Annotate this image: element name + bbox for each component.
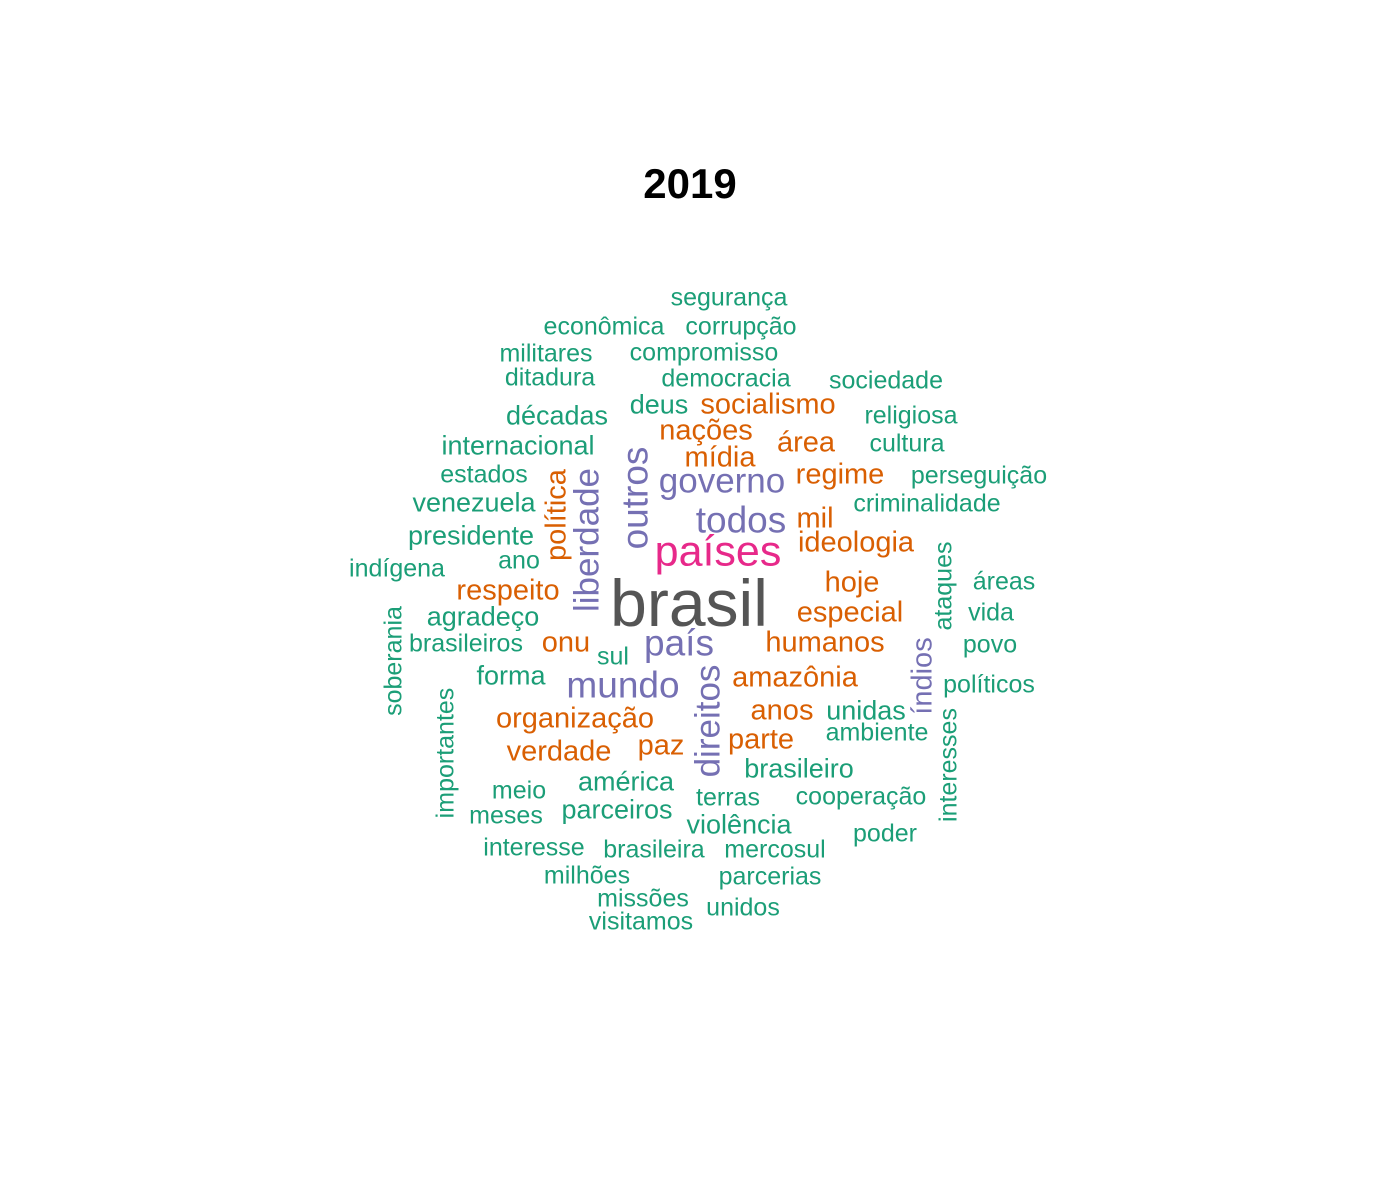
word-parceiros: parceiros [561, 794, 673, 825]
word-interesse: interesse [483, 833, 585, 862]
word-meio: meio [491, 776, 547, 805]
word-pais: país [644, 622, 714, 664]
word-regime: regime [795, 458, 885, 491]
word-outros: outros [614, 446, 656, 550]
word-sul: sul [597, 642, 629, 671]
word-perseguicao: perseguição [910, 461, 1048, 490]
word-deus: deus [629, 389, 689, 420]
word-missoes: missões [597, 884, 689, 913]
word-internacional: internacional [441, 430, 595, 461]
word-militares: militares [499, 339, 593, 368]
word-direitos: direitos [688, 664, 728, 778]
word-anos: anos [750, 694, 814, 727]
word-todos: todos [695, 499, 787, 541]
word-paz: paz [637, 729, 685, 762]
word-meses: meses [469, 801, 543, 830]
word-america: américa [577, 766, 675, 797]
word-violencia: violência [686, 809, 792, 840]
word-onu: onu [541, 626, 591, 659]
word-mercosul: mercosul [724, 835, 826, 864]
word-cooperacao: cooperação [795, 782, 927, 811]
word-visitamos: visitamos [588, 907, 694, 936]
word-paises: países [654, 527, 782, 576]
word-economica: econômica [543, 312, 665, 341]
word-venezuela: venezuela [412, 487, 536, 518]
word-estados: estados [440, 460, 528, 489]
word-ano: ano [498, 546, 540, 575]
word-vida: vida [968, 598, 1014, 627]
word-soberania: soberania [379, 606, 408, 716]
word-sociedade: sociedade [829, 366, 943, 395]
word-politicos: políticos [943, 670, 1035, 699]
word-ditadura: ditadura [504, 363, 596, 392]
word-area: área [776, 426, 836, 459]
word-democracia: democracia [661, 364, 791, 393]
word-milhoes: milhões [543, 861, 631, 890]
word-ambiente: ambiente [825, 718, 929, 747]
word-povo: povo [962, 630, 1018, 659]
word-poder: poder [853, 819, 917, 848]
word-hoje: hoje [824, 566, 880, 599]
word-corrupcao: corrupção [685, 312, 797, 341]
word-governo: governo [658, 461, 786, 501]
word-agradeco: agradeço [426, 601, 540, 632]
word-socialismo: socialismo [700, 388, 836, 421]
chart-title: 2019 [643, 160, 737, 207]
word-religiosa: religiosa [864, 401, 958, 430]
word-organizacao: organização [496, 702, 654, 735]
word-midia: mídia [684, 441, 756, 474]
word-mil: mil [796, 502, 834, 535]
word-seguranca: segurança [670, 283, 788, 312]
word-compromisso: compromisso [629, 338, 779, 367]
word-decadas: décadas [505, 400, 609, 431]
word-brasil: brasil [610, 566, 768, 640]
word-interesses: interesses [934, 708, 963, 822]
word-amazonia: amazônia [732, 661, 858, 694]
word-brasileira: brasileira [603, 835, 705, 864]
word-nacoes: nações [659, 414, 753, 447]
word-humanos: humanos [765, 626, 885, 659]
word-verdade: verdade [506, 735, 612, 768]
word-presidente: presidente [407, 520, 535, 551]
word-indios: índios [906, 637, 939, 715]
word-parte: parte [727, 723, 795, 756]
word-mundo: mundo [566, 664, 680, 706]
word-forma: forma [476, 660, 546, 691]
word-parcerias: parcerias [718, 862, 822, 891]
word-importantes: importantes [431, 687, 460, 819]
word-ataques: ataques [929, 541, 958, 631]
word-ideologia: ideologia [797, 526, 915, 559]
word-respeito: respeito [456, 574, 560, 607]
word-areas: áreas [972, 567, 1036, 596]
word-especial: especial [796, 596, 904, 629]
word-unidos: unidos [706, 893, 780, 922]
word-unidas: unidas [826, 695, 906, 726]
word-terras: terras [696, 783, 760, 812]
word-liberdade: liberdade [567, 468, 607, 612]
word-politica: política [540, 469, 573, 561]
word-indigena: indígena [349, 554, 445, 583]
word-brasileiros: brasileiros [409, 629, 523, 658]
word-criminalidade: criminalidade [853, 489, 1001, 518]
word-brasileiro: brasileiro [744, 753, 854, 784]
word-cultura: cultura [869, 429, 945, 458]
